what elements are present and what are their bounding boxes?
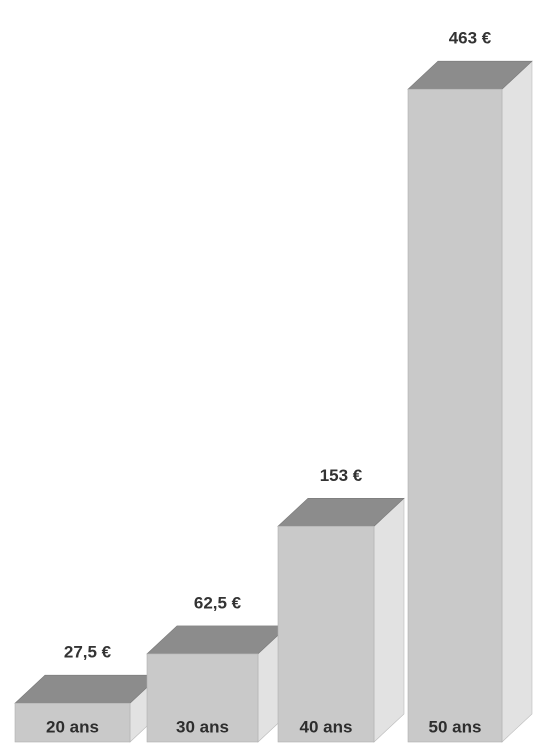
- value-label: 463 €: [449, 29, 492, 48]
- category-label: 50 ans: [429, 717, 482, 736]
- value-label: 62,5 €: [194, 593, 242, 612]
- bar: [146, 653, 259, 743]
- category-label: 30 ans: [176, 717, 229, 736]
- value-label: 27,5 €: [64, 643, 112, 662]
- bar-side: [373, 497, 405, 743]
- category-label: 20 ans: [46, 717, 99, 736]
- bar-side: [501, 60, 533, 743]
- value-label: 153 €: [320, 466, 363, 485]
- category-label: 40 ans: [300, 717, 353, 736]
- bar: [407, 88, 503, 743]
- bar: [14, 702, 131, 743]
- bar: [277, 525, 375, 743]
